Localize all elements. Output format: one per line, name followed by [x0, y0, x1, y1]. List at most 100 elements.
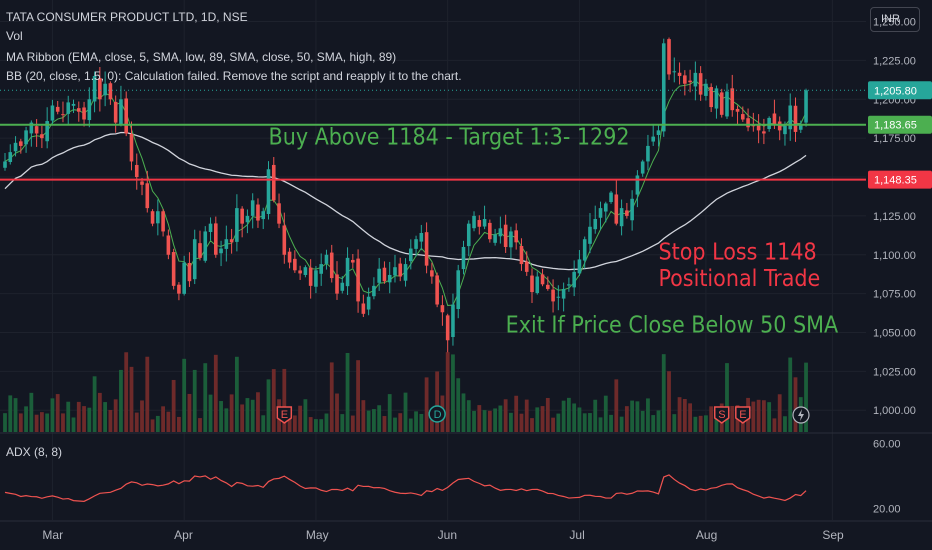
candle-body	[551, 289, 555, 302]
volume-bar	[250, 399, 255, 432]
candle-body	[55, 106, 60, 112]
candle-body	[224, 239, 229, 249]
candle-body	[13, 142, 18, 152]
candle-body	[540, 274, 545, 285]
candle-body	[82, 107, 86, 120]
volume-bar	[503, 399, 508, 432]
last-price-tag	[868, 81, 932, 100]
adx-legend[interactable]: ADX (8, 8)	[6, 445, 63, 459]
volume-bar	[150, 419, 155, 432]
horizontal-lines[interactable]	[0, 89, 866, 181]
volume-bar	[688, 403, 692, 432]
volume-bar	[651, 415, 656, 432]
candle-body	[345, 257, 350, 287]
candle-body	[451, 304, 455, 338]
candle-body	[561, 288, 566, 299]
time-axis[interactable]: Mar Apr May Jun Jul Aug Sep	[0, 520, 932, 542]
candle-body	[192, 239, 197, 280]
volume-bar	[667, 371, 671, 432]
candle-body	[177, 284, 181, 294]
candle-body	[150, 211, 155, 224]
candle-body	[129, 133, 134, 162]
candle-body	[598, 208, 603, 218]
event-letter: D	[434, 409, 442, 421]
volume-bar	[445, 352, 450, 432]
volume-bar	[693, 416, 698, 432]
candle-body	[366, 296, 371, 310]
price-tick-label: 1,075.00	[873, 289, 916, 301]
symbol-title[interactable]: TATA CONSUMER PRODUCT LTD, 1D, NSE	[6, 10, 248, 24]
candle-body	[324, 254, 329, 264]
volume-bar	[572, 403, 577, 432]
volume-bar	[34, 414, 39, 432]
candle-body	[625, 210, 629, 216]
volume-bar	[192, 369, 197, 432]
candle-body	[488, 222, 492, 240]
vol-legend[interactable]: Vol	[6, 29, 23, 43]
volume-bar	[145, 356, 150, 432]
volume-bar	[772, 418, 777, 432]
volume-bar	[551, 417, 555, 432]
candle-body	[245, 215, 250, 223]
candle-body	[393, 267, 397, 276]
annotation-text: Exit If Price Close Below 50 SMA	[506, 312, 839, 338]
candle-body	[672, 71, 677, 73]
price-tick-label: 1,100.00	[873, 250, 916, 262]
candle-body	[709, 87, 713, 108]
volume-bar	[588, 413, 592, 432]
candle-body	[751, 125, 756, 127]
candle-body	[619, 208, 624, 227]
volume-bar	[155, 415, 160, 432]
candle-body	[145, 183, 150, 209]
volume-bars	[3, 352, 808, 432]
volume-bar	[646, 398, 650, 432]
volume-bar	[203, 363, 208, 432]
candle-body	[693, 72, 698, 87]
candle-body	[335, 274, 339, 294]
volume-bar	[545, 397, 550, 432]
ma-ribbon-legend[interactable]: MA Ribbon (EMA, close, 5, SMA, low, 89, …	[6, 50, 397, 64]
volume-bar	[393, 417, 397, 432]
candle-body	[498, 228, 503, 237]
adx-tick-label: 60.00	[873, 438, 901, 450]
volume-bar	[635, 401, 640, 432]
volume-bar	[18, 413, 23, 432]
candle-body	[29, 122, 34, 134]
volume-bar	[561, 400, 566, 432]
volume-bar	[219, 401, 223, 432]
volume-bar	[39, 412, 44, 432]
candle-body	[567, 284, 571, 286]
volume-bar	[566, 397, 571, 432]
candle-body	[756, 125, 761, 131]
candle-body	[76, 108, 81, 112]
price-tick-label: 1,225.00	[873, 55, 916, 67]
sma50-line	[4, 131, 807, 271]
volume-bar	[361, 400, 366, 432]
candle-body	[208, 223, 213, 232]
candle-body	[187, 262, 192, 282]
volume-bar	[577, 407, 582, 432]
price-axis[interactable]: 1,250.001,225.001,200.001,175.001,150.00…	[866, 0, 932, 550]
volume-bar	[119, 369, 123, 432]
price-tick-label: 1,175.00	[873, 133, 916, 145]
volume-bar	[783, 416, 787, 432]
volume-bar	[704, 415, 708, 432]
volume-bar	[382, 416, 387, 432]
volume-bar	[519, 413, 524, 432]
price-tick-label: 1,050.00	[873, 327, 916, 339]
volume-bar	[161, 406, 165, 432]
volume-bar	[271, 369, 276, 432]
bb-legend[interactable]: BB (20, close, 1.5, 0): Calculation fail…	[6, 69, 462, 83]
annotations[interactable]: Buy Above 1184 - Target 1:3- 1292 Stop Lo…	[269, 124, 839, 338]
price-tick-label: 1,000.00	[873, 405, 916, 417]
candle-body	[293, 258, 297, 271]
volume-bar	[424, 377, 429, 432]
volume-bar	[345, 352, 350, 432]
candle-body	[71, 103, 76, 106]
currency-button[interactable]: INR	[870, 7, 920, 32]
volume-bar	[751, 401, 756, 432]
volume-bar	[624, 406, 629, 432]
candle-body	[588, 226, 592, 244]
